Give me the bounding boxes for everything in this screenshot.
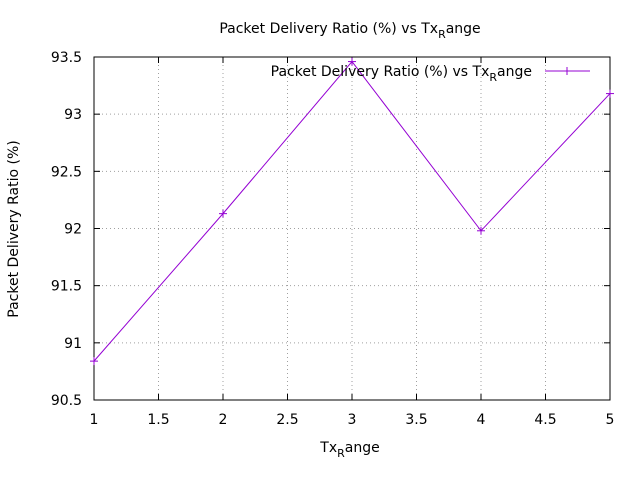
chart-title-prefix: Packet Delivery Ratio (%) vs Tx: [219, 21, 438, 37]
x-tick-label: 4.5: [534, 412, 556, 428]
x-tick-label: 2: [219, 412, 228, 428]
y-tick-label: 90.5: [51, 393, 82, 409]
legend-label-suffix: ange: [497, 64, 532, 80]
data-point: [606, 89, 614, 98]
data-point: [90, 357, 98, 366]
y-tick-label: 93: [64, 107, 82, 123]
y-axis-title: Packet Delivery Ratio (%): [6, 140, 22, 317]
x-tick-label: 5: [606, 412, 615, 428]
data-point: [477, 226, 485, 235]
x-axis-title-prefix: Tx: [319, 440, 337, 456]
x-tick-label: 3: [348, 412, 357, 428]
x-axis-title: TxRange: [319, 440, 379, 460]
x-tick-label: 1: [90, 412, 99, 428]
legend-label: Packet Delivery Ratio (%) vs TxRange: [271, 64, 532, 84]
x-axis-title-suffix: ange: [345, 440, 380, 456]
data-point: [219, 209, 227, 218]
legend: Packet Delivery Ratio (%) vs TxRange: [271, 64, 590, 84]
y-tick-label: 92.5: [51, 164, 82, 180]
grid: [94, 57, 610, 400]
axis-ticks: [93, 56, 611, 401]
y-tick-label: 93.5: [51, 50, 82, 66]
chart-title-subscript: R: [438, 28, 446, 41]
data-series: [90, 57, 614, 366]
x-axis-title-subscript: R: [337, 447, 345, 460]
data-point: [348, 57, 356, 66]
chart-title: Packet Delivery Ratio (%) vs TxRange: [219, 21, 480, 41]
plot-frame: [93, 56, 611, 401]
y-tick-label: 92: [64, 222, 82, 238]
axis-labels: 1 1.5 2 2.5 3 3.5 4 4.5 5 90.5 91 91.5 92 92.5 93 93.5: [51, 50, 615, 428]
y-tick-label: 91.5: [51, 279, 82, 295]
chart-title-suffix: ange: [446, 21, 481, 37]
x-tick-label: 1.5: [147, 412, 169, 428]
legend-label-subscript: R: [489, 71, 497, 84]
y-tick-label: 91: [64, 336, 82, 352]
x-tick-label: 2.5: [276, 412, 298, 428]
series-line: [93, 60, 611, 362]
legend-label-prefix: Packet Delivery Ratio (%) vs Tx: [271, 64, 490, 80]
plot-border: [93, 56, 611, 401]
x-tick-label: 4: [477, 412, 486, 428]
x-tick-label: 3.5: [405, 412, 427, 428]
